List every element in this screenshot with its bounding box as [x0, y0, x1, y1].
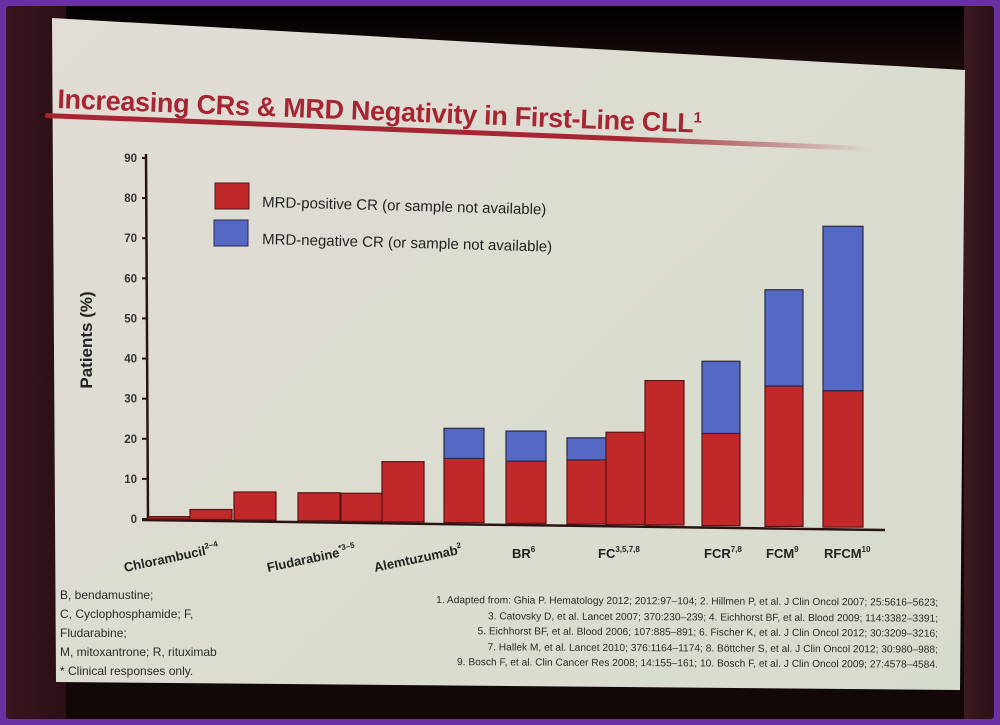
- bars: [147, 225, 864, 528]
- category-label: Alemtuzumab2: [372, 541, 464, 575]
- y-tick-label: 0: [131, 514, 137, 526]
- category-label-text: FC: [598, 546, 616, 561]
- y-tick-label: 90: [124, 153, 137, 165]
- category-labels: Chlorambucil2–4 Fludarabine*3–5 Alemtuzuma…: [122, 539, 871, 575]
- legend: MRD-positive CR (or sample not available…: [213, 182, 552, 256]
- bar-segment-mrd-negative: [505, 430, 547, 462]
- bar-segment-mrd-negative: [764, 289, 804, 387]
- y-tick-label: 50: [124, 313, 137, 325]
- bar-segment-mrd-negative: [566, 437, 607, 461]
- category-label-text: BR: [512, 546, 531, 561]
- bar-segment-mrd-negative: [443, 427, 485, 459]
- category-label-text: Alemtuzumab: [373, 543, 460, 575]
- x-axis: [141, 518, 886, 532]
- room-wall-right: [964, 6, 994, 719]
- y-tick-label: 60: [124, 273, 137, 285]
- category-label-superscript: 10: [862, 545, 871, 554]
- bar-segment-mrd-positive: [605, 431, 646, 526]
- abbreviation-line: B, bendamustine;: [60, 588, 154, 602]
- legend-label-mrd-positive: MRD-positive CR (or sample not available…: [262, 194, 547, 218]
- category-label-text: Chlorambucil: [123, 543, 207, 575]
- category-label: FCM9: [766, 545, 799, 561]
- chart-axes: [141, 153, 886, 532]
- category-label: FCR7,8: [704, 545, 742, 561]
- reference-line: 9. Bosch F, et al. Clin Cancer Res 2008;…: [456, 657, 938, 671]
- bar-segment-mrd-positive: [701, 432, 741, 527]
- bar-segment-mrd-positive: [566, 459, 607, 525]
- y-ticks: 0 10 20 30 40 50 60 70 80 90: [124, 153, 147, 526]
- bar-segment-mrd-positive: [822, 390, 864, 528]
- bar-segment-mrd-negative: [701, 360, 741, 435]
- category-label-text: RFCM: [824, 546, 862, 561]
- y-axis: [144, 153, 150, 521]
- bar-segment-mrd-positive: [340, 492, 384, 522]
- category-label: Fludarabine*3–5: [265, 540, 357, 575]
- bar-segment-mrd-positive: [297, 492, 341, 522]
- category-label-superscript: 7,8: [731, 545, 743, 554]
- abbreviation-line: C, Cyclophosphamide; F,: [60, 607, 194, 621]
- category-label-superscript: *3–5: [337, 540, 356, 552]
- y-tick-label: 70: [124, 233, 137, 245]
- category-label-text: Fludarabine: [266, 545, 341, 575]
- category-label: FC3,5,7,8: [598, 545, 640, 561]
- bar-segment-mrd-positive: [189, 508, 233, 521]
- category-label: BR6: [512, 545, 536, 561]
- bar-segment-mrd-positive: [147, 516, 191, 520]
- bar-segment-mrd-positive: [505, 460, 547, 524]
- category-label-text: FCM: [766, 546, 794, 561]
- y-axis-label: Patients (%): [77, 291, 96, 388]
- category-label-superscript: 6: [531, 545, 536, 554]
- bar-segment-mrd-positive: [381, 461, 425, 523]
- legend-swatch-mrd-positive: [214, 182, 250, 210]
- bar-segment-mrd-positive: [443, 457, 485, 524]
- legend-swatch-mrd-negative: [213, 219, 249, 247]
- y-tick-label: 30: [124, 394, 137, 406]
- y-tick-label: 10: [124, 474, 137, 486]
- bar-segment-mrd-positive: [233, 491, 277, 521]
- y-tick-label: 40: [124, 354, 137, 366]
- abbreviation-line: M, mitoxantrone; R, rituximab: [60, 645, 217, 659]
- projected-slide: [52, 18, 965, 690]
- abbreviations-footnote: B, bendamustine; C, Cyclophosphamide; F,…: [60, 586, 300, 681]
- references-footnote: 1. Adapted from: Ghia P. Hematology 2012…: [300, 592, 938, 673]
- bar-segment-mrd-negative: [822, 225, 864, 392]
- category-label-superscript: 2–4: [204, 539, 219, 551]
- abbreviation-line: Fludarabine;: [60, 626, 127, 640]
- category-label-superscript: 9: [794, 545, 799, 554]
- y-tick-label: 80: [124, 193, 137, 205]
- category-label: RFCM10: [824, 545, 871, 561]
- category-label: Chlorambucil2–4: [122, 539, 220, 575]
- y-tick-label: 20: [124, 434, 137, 446]
- legend-label-mrd-negative: MRD-negative CR (or sample not available…: [262, 231, 552, 256]
- abbreviation-line: * Clinical responses only.: [60, 664, 194, 678]
- category-label-text: FCR: [704, 546, 731, 561]
- category-label-superscript: 3,5,7,8: [615, 545, 640, 554]
- bar-segment-mrd-positive: [644, 379, 685, 526]
- category-label-superscript: 2: [456, 541, 463, 551]
- bar-segment-mrd-positive: [764, 385, 804, 528]
